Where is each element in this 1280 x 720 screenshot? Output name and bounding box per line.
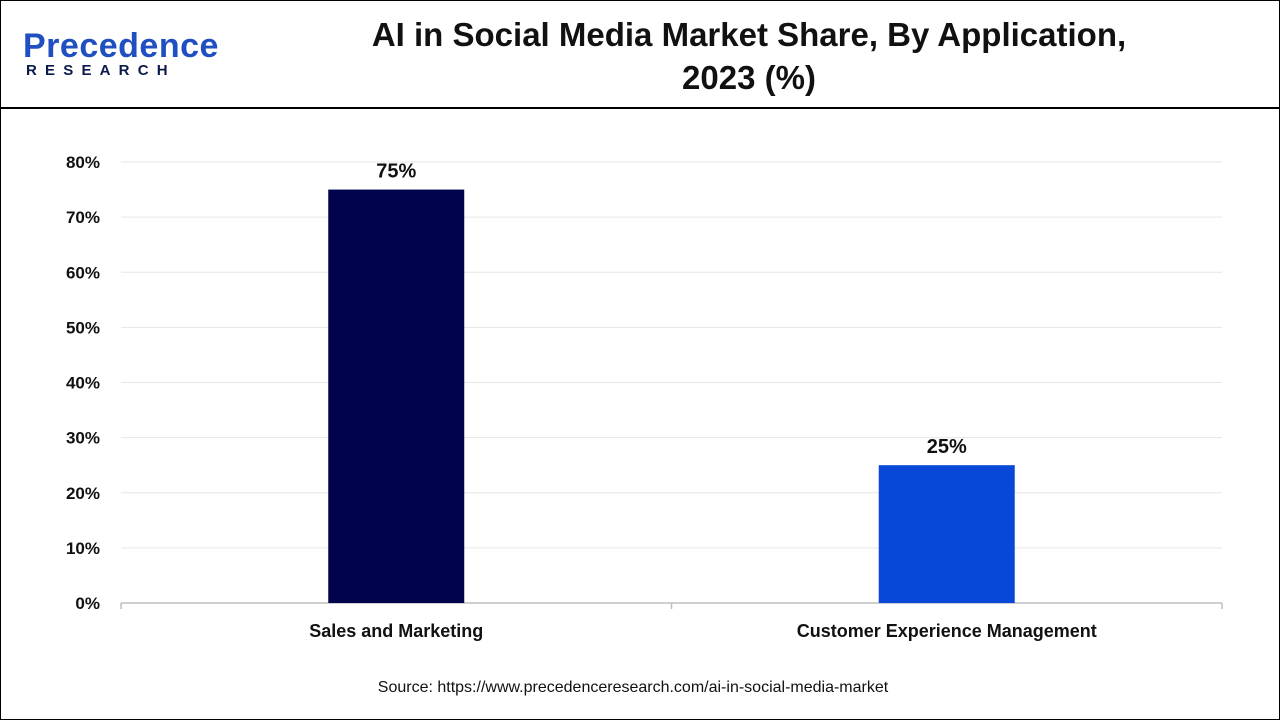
y-tick-label: 30% bbox=[66, 429, 100, 448]
y-tick-label: 10% bbox=[66, 539, 100, 558]
source-note: Source: https://www.precedenceresearch.c… bbox=[0, 679, 1266, 697]
y-tick-label: 70% bbox=[66, 208, 100, 227]
data-label: 25% bbox=[927, 436, 967, 458]
y-tick-label: 40% bbox=[66, 374, 100, 393]
y-tick-label: 20% bbox=[66, 484, 100, 503]
bar bbox=[879, 465, 1015, 603]
data-label: 75% bbox=[376, 161, 416, 183]
y-tick-label: 0% bbox=[75, 594, 100, 613]
x-tick-label: Customer Experience Management bbox=[797, 621, 1097, 641]
x-tick-label: Sales and Marketing bbox=[309, 621, 483, 641]
y-tick-label: 80% bbox=[66, 153, 100, 172]
bar bbox=[328, 190, 464, 603]
y-tick-label: 50% bbox=[66, 318, 100, 337]
y-tick-label: 60% bbox=[66, 263, 100, 282]
